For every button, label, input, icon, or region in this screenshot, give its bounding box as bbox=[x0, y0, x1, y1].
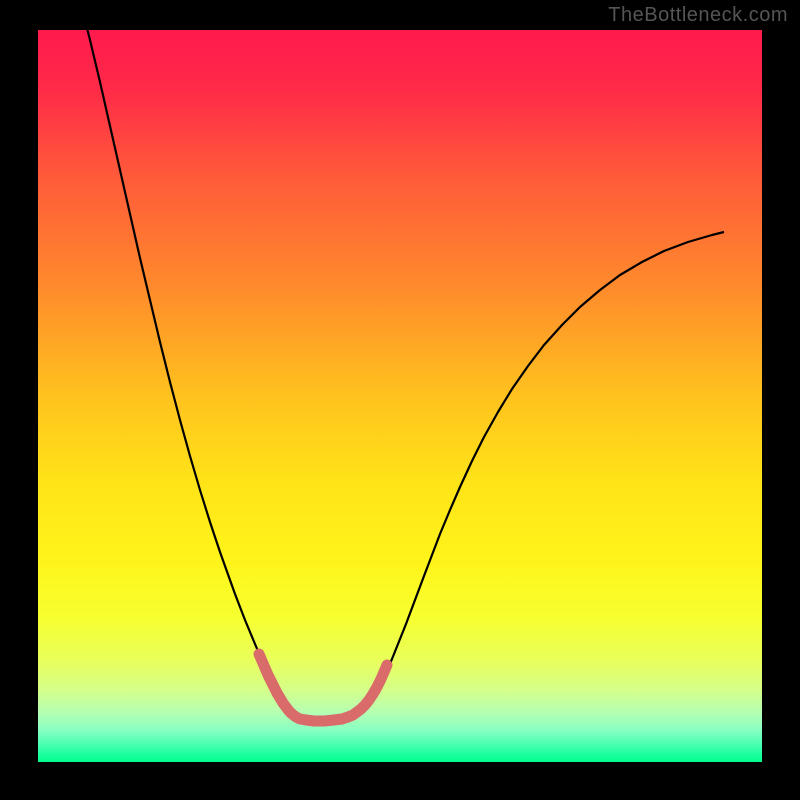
chart-svg bbox=[38, 30, 762, 762]
plot-area bbox=[38, 30, 762, 762]
gradient-background bbox=[38, 30, 762, 762]
watermark-text: TheBottleneck.com bbox=[608, 4, 788, 27]
